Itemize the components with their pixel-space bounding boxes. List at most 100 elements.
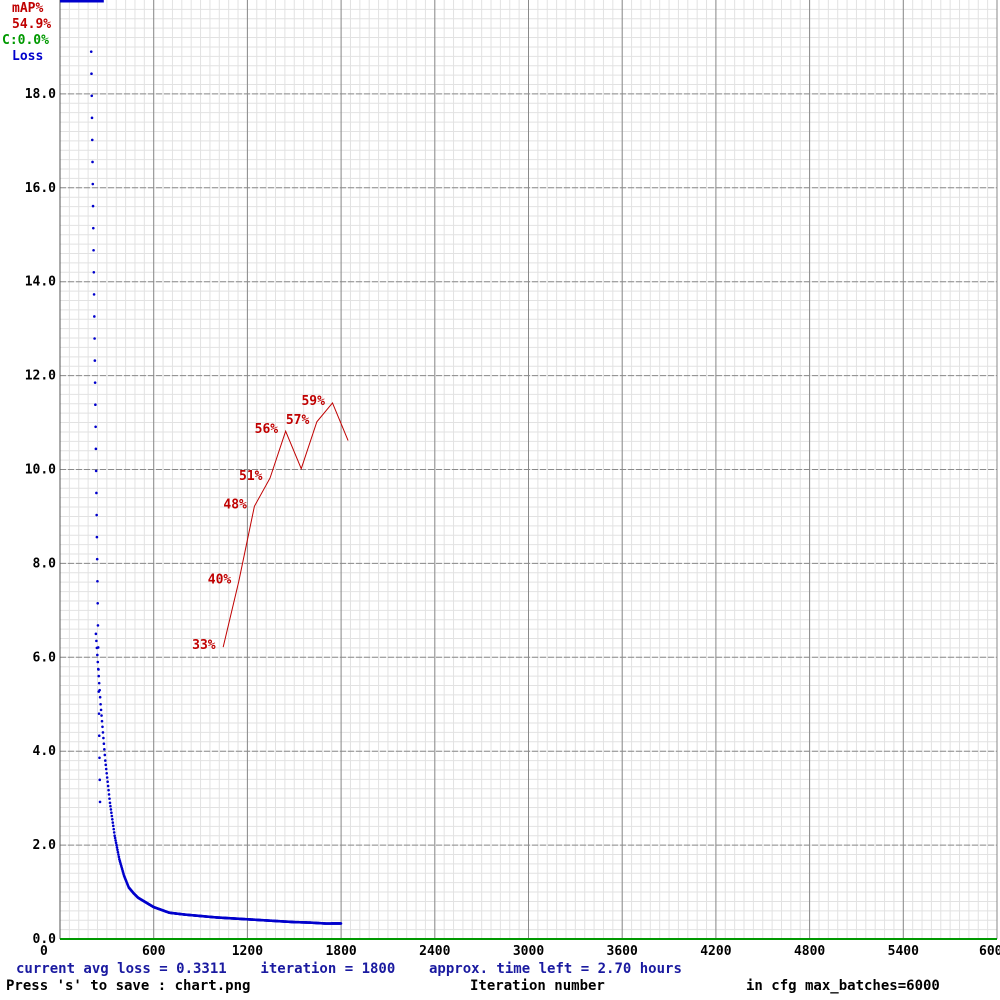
x-tick-label: 0 [40, 944, 48, 959]
status-line: current avg loss = 0.3311 iteration = 18… [16, 961, 682, 977]
loss-point [96, 624, 100, 627]
loss-point [111, 824, 115, 828]
loss-point [97, 681, 101, 685]
legend: mAP% 54.9% C:0.0% Loss [2, 1, 51, 64]
loss-point [116, 850, 120, 854]
x-axis-title: Iteration number [470, 978, 605, 994]
loss-point [97, 712, 101, 715]
loss-point [97, 734, 101, 738]
map-data-label: 59% [301, 394, 325, 409]
y-tick-label: 2.0 [33, 838, 57, 853]
loss-point [93, 359, 97, 362]
loss-point [114, 839, 117, 842]
loss-point [96, 602, 99, 605]
x-tick-label: 3000 [513, 944, 544, 959]
loss-point [95, 513, 98, 517]
loss-point [92, 226, 95, 230]
loss-point [97, 668, 100, 671]
loss-point [99, 702, 102, 706]
loss-point [90, 138, 94, 142]
loss-point [117, 855, 121, 859]
loss-point [105, 776, 109, 779]
loss-point [115, 843, 118, 847]
loss-point [339, 922, 343, 925]
loss-point [96, 646, 100, 649]
y-tick-label: 0.0 [33, 932, 57, 947]
y-tick-labels: 0.0 2.0 4.0 6.0 8.0 10.0 12.0 14.0 16.0 18.0 [25, 87, 56, 947]
loss-point [109, 808, 113, 811]
map-data-label: 57% [286, 413, 310, 428]
loss-point [107, 788, 110, 792]
map-data-label: 51% [239, 469, 263, 484]
loss-point [98, 695, 102, 699]
loss-series [60, 0, 343, 925]
loss-point [104, 767, 108, 771]
legend-map-value: 54.9% [12, 17, 51, 32]
loss-point [94, 447, 98, 451]
loss-point [112, 831, 116, 834]
map-data-label: 40% [208, 572, 232, 587]
map-data-label: 48% [223, 497, 247, 512]
loss-point [93, 315, 96, 318]
x-tick-label: 4200 [700, 944, 731, 959]
loss-point [96, 653, 99, 657]
loss-point [92, 293, 96, 296]
loss-point [94, 632, 98, 636]
loss-point [97, 690, 101, 693]
loss-point [102, 742, 106, 745]
x-tick-label: 4800 [794, 944, 825, 959]
loss-point [100, 714, 103, 717]
loss-point [97, 674, 101, 678]
loss-point [108, 801, 112, 805]
y-tick-label: 4.0 [33, 744, 57, 759]
loss-point [94, 425, 97, 429]
loss-point [108, 797, 111, 800]
loss-point [91, 204, 95, 208]
loss-point [95, 639, 98, 643]
loss-point [90, 116, 94, 120]
loss-point [107, 793, 111, 796]
y-tick-label: 10.0 [25, 463, 56, 478]
loss-point [96, 660, 100, 664]
y-tick-label: 6.0 [33, 650, 57, 665]
x-tick-labels: 0 600 1200 1800 2400 3000 3600 4200 4800 5400 6000 [40, 944, 1000, 959]
y-tick-label: 8.0 [33, 556, 57, 571]
x-tick-label: 6000 [979, 944, 1000, 959]
loss-point [109, 804, 112, 808]
loss-point [95, 557, 99, 561]
loss-point [116, 848, 119, 852]
loss-point [115, 846, 119, 849]
loss-point [92, 271, 96, 274]
y-tick-label: 16.0 [25, 181, 56, 196]
loss-point [106, 784, 110, 788]
loss-point [117, 853, 120, 856]
max-batches-label: in cfg max_batches=6000 [746, 978, 940, 994]
map-data-label: 33% [192, 638, 216, 653]
map-data-label: 56% [255, 422, 279, 437]
loss-point [94, 403, 97, 407]
loss-point [112, 827, 116, 831]
map-series: 33% 40% 48% 51% 56% 57% 59% [192, 394, 349, 653]
loss-point [91, 182, 95, 186]
loss-point [113, 834, 116, 838]
loss-point [110, 811, 113, 815]
loss-point [100, 719, 104, 723]
loss-point [90, 72, 93, 76]
loss-point [98, 800, 102, 804]
loss-point [96, 579, 99, 583]
loss-point [103, 753, 107, 757]
loss-point [113, 836, 117, 840]
x-tick-label: 1200 [232, 944, 263, 959]
x-tick-label: 2400 [419, 944, 450, 959]
loss-point [89, 50, 93, 53]
loss-point [95, 535, 99, 539]
loss-point [94, 469, 98, 473]
loss-point [93, 381, 97, 384]
save-hint: Press 's' to save : chart.png [6, 978, 251, 994]
x-tick-label: 5400 [888, 944, 919, 959]
loss-point [102, 736, 105, 740]
y-tick-label: 14.0 [25, 275, 56, 290]
loss-point [114, 841, 118, 845]
legend-loss-label: Loss [12, 49, 43, 64]
